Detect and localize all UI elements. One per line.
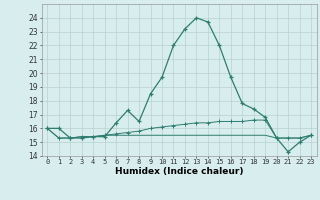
X-axis label: Humidex (Indice chaleur): Humidex (Indice chaleur) xyxy=(115,167,244,176)
